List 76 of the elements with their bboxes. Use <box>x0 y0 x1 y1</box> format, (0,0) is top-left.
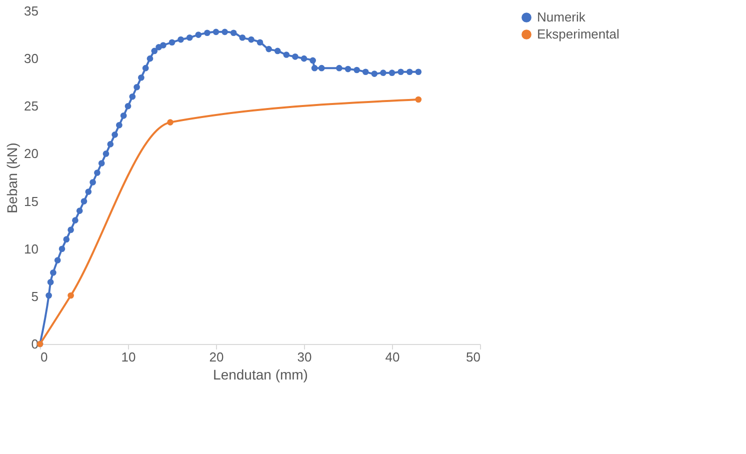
point <box>186 34 193 41</box>
point <box>168 39 176 46</box>
point <box>318 64 325 72</box>
point <box>76 208 83 214</box>
point <box>354 66 360 74</box>
point <box>151 48 158 54</box>
x-tick-label: 30 <box>297 350 312 364</box>
y-tick-label: 15 <box>24 194 38 209</box>
point <box>46 292 52 299</box>
point <box>50 269 56 276</box>
point <box>415 68 422 76</box>
point <box>178 36 184 43</box>
point <box>68 292 74 299</box>
x-tick-label: 50 <box>466 350 480 364</box>
point <box>63 236 70 242</box>
x-tick-label: 40 <box>385 350 400 364</box>
point <box>85 188 92 195</box>
x-axis-title: Lendutan (mm) <box>213 366 308 382</box>
point <box>116 122 122 128</box>
point <box>160 42 166 48</box>
y-tick-label: 30 <box>24 51 38 66</box>
point <box>98 160 105 166</box>
y-tick-label: 5 <box>31 288 38 304</box>
point <box>283 52 290 58</box>
point <box>124 102 132 110</box>
y-tick-label: 25 <box>24 98 38 114</box>
x-tick-label: 0 <box>40 350 48 364</box>
point <box>58 246 66 252</box>
point <box>336 64 342 72</box>
point <box>256 39 264 46</box>
point <box>94 170 100 176</box>
point <box>311 64 318 72</box>
point <box>195 32 202 38</box>
legend-label: Eksperimental <box>537 26 620 42</box>
point <box>222 28 228 36</box>
point <box>167 119 174 126</box>
x-tick-label: 10 <box>121 350 136 364</box>
point <box>292 54 298 60</box>
point <box>248 36 254 43</box>
point <box>107 141 114 148</box>
point <box>230 30 237 36</box>
point <box>90 179 96 186</box>
point <box>344 66 352 72</box>
point <box>54 257 61 264</box>
point <box>380 70 386 76</box>
point <box>68 226 74 233</box>
point <box>371 70 378 77</box>
point <box>120 112 127 119</box>
point <box>300 55 308 62</box>
point <box>102 150 110 157</box>
legend-label: Numerik <box>537 10 586 24</box>
x-tick-label: 20 <box>209 350 224 364</box>
y-tick-label: 35 <box>24 4 38 18</box>
point <box>266 46 272 52</box>
point <box>415 96 422 103</box>
point <box>134 84 140 90</box>
point <box>146 55 154 62</box>
point <box>47 279 54 286</box>
point <box>362 68 369 76</box>
point <box>112 132 118 138</box>
y-tick-label: 10 <box>24 241 38 256</box>
point <box>274 48 281 54</box>
point <box>239 34 246 41</box>
point <box>204 30 210 36</box>
point <box>406 68 413 76</box>
point <box>212 28 220 36</box>
point <box>142 64 149 72</box>
point <box>72 217 78 224</box>
y-tick-label: 20 <box>24 146 38 162</box>
point <box>80 198 88 204</box>
point <box>129 93 136 100</box>
point <box>310 57 316 64</box>
point <box>388 70 396 76</box>
point <box>138 74 144 81</box>
y-axis-title: Beban (kN) <box>4 142 20 214</box>
point <box>398 68 404 76</box>
